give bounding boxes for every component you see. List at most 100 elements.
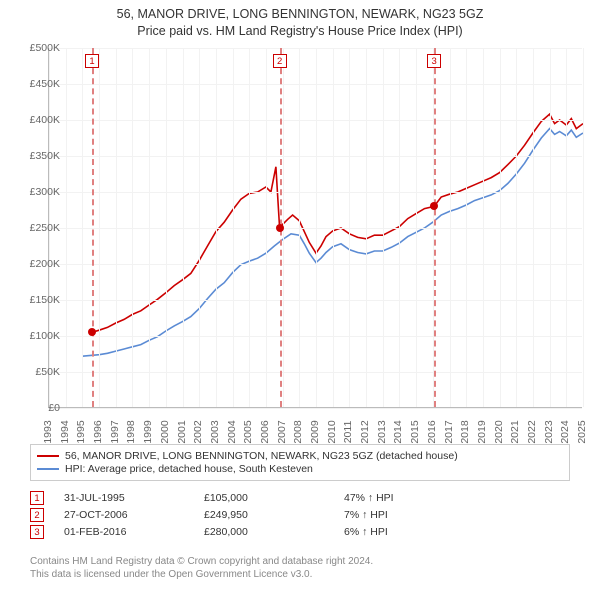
legend-swatch-hpi <box>37 468 59 470</box>
legend-row-hpi: HPI: Average price, detached house, Sout… <box>37 463 563 475</box>
y-axis-label: £450K <box>30 78 60 90</box>
x-axis-label: 2019 <box>476 420 488 443</box>
x-axis-label: 2016 <box>426 420 438 443</box>
marker-dot-1 <box>88 328 96 336</box>
x-axis-label: 2007 <box>276 420 288 443</box>
gridline-v <box>316 48 317 407</box>
x-axis-label: 2001 <box>176 420 188 443</box>
transaction-diff: 47% ↑ HPI <box>344 492 484 504</box>
y-axis-label: £250K <box>30 222 60 234</box>
x-axis-label: 2011 <box>342 421 354 444</box>
y-axis-label: £350K <box>30 150 60 162</box>
y-axis-label: £100K <box>30 330 60 342</box>
footer: Contains HM Land Registry data © Crown c… <box>30 556 373 581</box>
gridline-v <box>216 48 217 407</box>
marker-box-2: 2 <box>273 54 287 68</box>
transaction-price: £105,000 <box>204 492 344 504</box>
gridline-v <box>233 48 234 407</box>
x-axis-label: 1997 <box>109 420 121 443</box>
marker-dot-2 <box>276 224 284 232</box>
gridline-v <box>116 48 117 407</box>
x-axis-label: 2008 <box>292 420 304 443</box>
y-axis-label: £50K <box>35 366 60 378</box>
x-axis-label: 2005 <box>242 420 254 443</box>
chart-area: 123 <box>48 48 582 408</box>
x-axis-label: 2022 <box>526 420 538 443</box>
footer-line-2: This data is licensed under the Open Gov… <box>30 569 373 582</box>
marker-vertical-1 <box>92 48 94 407</box>
gridline-v <box>99 48 100 407</box>
marker-box-1: 1 <box>85 54 99 68</box>
transactions-table: 1 31-JUL-1995 £105,000 47% ↑ HPI 2 27-OC… <box>30 488 570 542</box>
x-axis-label: 1994 <box>59 420 71 443</box>
legend: 56, MANOR DRIVE, LONG BENNINGTON, NEWARK… <box>30 444 570 481</box>
gridline-v <box>66 48 67 407</box>
legend-label-property: 56, MANOR DRIVE, LONG BENNINGTON, NEWARK… <box>65 450 458 462</box>
x-axis-label: 1996 <box>92 420 104 443</box>
title-block: 56, MANOR DRIVE, LONG BENNINGTON, NEWARK… <box>0 0 600 40</box>
marker-dot-3 <box>430 202 438 210</box>
x-axis-label: 2002 <box>192 420 204 443</box>
x-axis-label: 2004 <box>226 420 238 443</box>
transaction-date: 01-FEB-2016 <box>64 526 204 538</box>
gridline-v <box>583 48 584 407</box>
x-axis-label: 2009 <box>309 420 321 443</box>
gridline-v <box>383 48 384 407</box>
x-axis-label: 2013 <box>376 420 388 443</box>
x-axis-label: 2003 <box>209 420 221 443</box>
x-axis-label: 2021 <box>509 420 521 443</box>
title-line-1: 56, MANOR DRIVE, LONG BENNINGTON, NEWARK… <box>0 6 600 23</box>
transaction-price: £280,000 <box>204 526 344 538</box>
x-axis-label: 2017 <box>443 420 455 443</box>
gridline-v <box>183 48 184 407</box>
gridline-v <box>299 48 300 407</box>
x-axis-label: 2025 <box>576 420 588 443</box>
marker-badge-3: 3 <box>30 525 44 539</box>
y-axis-label: £400K <box>30 114 60 126</box>
title-line-2: Price paid vs. HM Land Registry's House … <box>0 23 600 40</box>
x-axis-label: 2014 <box>392 420 404 443</box>
x-axis-label: 2023 <box>543 420 555 443</box>
chart-container: 56, MANOR DRIVE, LONG BENNINGTON, NEWARK… <box>0 0 600 590</box>
y-axis-label: £0 <box>48 402 60 414</box>
x-axis-label: 1993 <box>42 420 54 443</box>
gridline-v <box>450 48 451 407</box>
transaction-diff: 7% ↑ HPI <box>344 509 484 521</box>
x-axis-label: 1995 <box>75 420 87 443</box>
gridline-v <box>149 48 150 407</box>
x-axis-label: 1999 <box>142 420 154 443</box>
y-axis-label: £500K <box>30 42 60 54</box>
gridline-v <box>533 48 534 407</box>
marker-badge-2: 2 <box>30 508 44 522</box>
y-axis-label: £150K <box>30 294 60 306</box>
gridline-v <box>349 48 350 407</box>
legend-label-hpi: HPI: Average price, detached house, Sout… <box>65 463 313 475</box>
transaction-date: 27-OCT-2006 <box>64 509 204 521</box>
gridline-v <box>550 48 551 407</box>
gridline-v <box>266 48 267 407</box>
x-axis-label: 2006 <box>259 420 271 443</box>
gridline-v <box>399 48 400 407</box>
x-axis-label: 2020 <box>493 420 505 443</box>
gridline-v <box>199 48 200 407</box>
gridline-v <box>483 48 484 407</box>
gridline-v <box>466 48 467 407</box>
marker-badge-1: 1 <box>30 491 44 505</box>
x-axis-label: 2010 <box>326 420 338 443</box>
legend-swatch-property <box>37 455 59 457</box>
y-axis-label: £300K <box>30 186 60 198</box>
transaction-price: £249,950 <box>204 509 344 521</box>
transaction-row: 2 27-OCT-2006 £249,950 7% ↑ HPI <box>30 508 570 522</box>
legend-row-property: 56, MANOR DRIVE, LONG BENNINGTON, NEWARK… <box>37 450 563 462</box>
x-axis-label: 2015 <box>409 420 421 443</box>
gridline-v <box>132 48 133 407</box>
transaction-date: 31-JUL-1995 <box>64 492 204 504</box>
footer-line-1: Contains HM Land Registry data © Crown c… <box>30 556 373 569</box>
gridline-v <box>500 48 501 407</box>
transaction-row: 3 01-FEB-2016 £280,000 6% ↑ HPI <box>30 525 570 539</box>
gridline-v <box>516 48 517 407</box>
x-axis-label: 2018 <box>459 420 471 443</box>
gridline-v <box>166 48 167 407</box>
transaction-diff: 6% ↑ HPI <box>344 526 484 538</box>
gridline-v <box>416 48 417 407</box>
